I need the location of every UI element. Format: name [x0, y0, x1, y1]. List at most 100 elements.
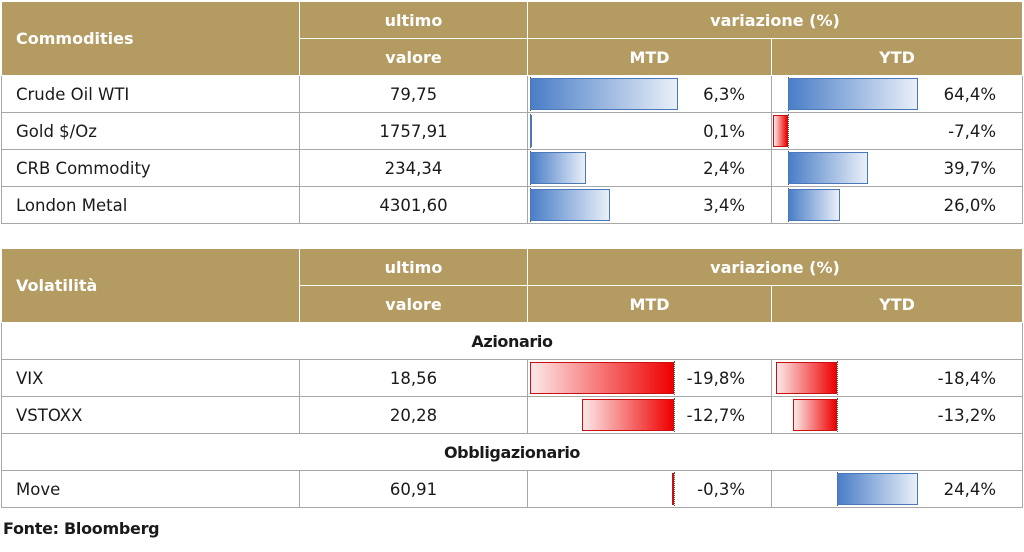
ytd-bar: [776, 362, 837, 394]
row-last-value: 1757,91: [299, 112, 528, 150]
ytd-bar: [793, 399, 837, 431]
mtd-bar-area: [530, 360, 678, 396]
mtd-bar: [581, 399, 674, 431]
table-row: Crude Oil WTI 79,75 6,3% 64,4%: [1, 75, 1023, 113]
mtd-bar-area: [530, 397, 678, 433]
row-label: Move: [1, 470, 300, 508]
ytd-value: -7,4%: [948, 121, 996, 141]
mtd-axis: [674, 398, 675, 432]
table-row: London Metal 4301,60 3,4% 26,0%: [1, 186, 1023, 224]
ytd-bar-area: [774, 187, 922, 223]
row-label: London Metal: [1, 186, 300, 224]
mtd-bar-area: [530, 187, 678, 223]
commodities-table: Commodities ultimo variazione (%) valore…: [1, 1, 1023, 224]
mtd-cell: 3,4%: [527, 186, 772, 224]
mtd-bar-area: [530, 150, 678, 186]
ytd-cell: 39,7%: [771, 149, 1023, 187]
ytd-cell: -18,4%: [771, 359, 1023, 397]
mtd-bar-area: [530, 113, 678, 149]
source-note: Fonte: Bloomberg: [3, 519, 160, 538]
ytd-value: 39,7%: [943, 158, 996, 178]
volatility-title: Volatilità: [1, 248, 300, 323]
ytd-bar: [773, 115, 788, 147]
mtd-cell: 2,4%: [527, 149, 772, 187]
mtd-value: -0,3%: [697, 479, 745, 499]
table-row: CRB Commodity 234,34 2,4% 39,7%: [1, 149, 1023, 187]
row-last-value: 79,75: [299, 75, 528, 113]
row-last-value: 20,28: [299, 396, 528, 434]
row-label: VIX: [1, 359, 300, 397]
col-ytd: YTD: [771, 285, 1023, 323]
table-row: VIX 18,56 -19,8% -18,4%: [1, 359, 1023, 397]
ytd-axis: [837, 398, 838, 432]
ytd-cell: 64,4%: [771, 75, 1023, 113]
commodities-header-row-2: valore MTD YTD: [2, 38, 1023, 76]
commodities-title: Commodities: [1, 1, 300, 76]
col-mtd: MTD: [527, 38, 772, 76]
ytd-cell: 26,0%: [771, 186, 1023, 224]
ytd-bar: [788, 189, 841, 221]
mtd-bar: [530, 78, 678, 110]
volatility-header-row-2: valore MTD YTD: [2, 285, 1023, 323]
mtd-bar: [530, 189, 610, 221]
col-last-line2: valore: [299, 285, 528, 323]
ytd-value: 64,4%: [943, 84, 996, 104]
mtd-bar-area: [530, 76, 678, 112]
mtd-bar: [671, 473, 674, 505]
ytd-axis: [788, 114, 789, 148]
row-last-value: 18,56: [299, 359, 528, 397]
ytd-value: -18,4%: [937, 368, 996, 388]
commodities-header-row-1: Commodities ultimo variazione (%): [1, 1, 1023, 76]
ytd-bar-area: [774, 360, 922, 396]
table-row: Move 60,91 -0,3% 24,4%: [1, 470, 1023, 508]
col-change: variazione (%): [527, 248, 1023, 286]
volatility-table: Volatilità ultimo variazione (%) valore …: [1, 248, 1023, 508]
ytd-bar-area: [774, 397, 922, 433]
ytd-bar: [788, 78, 918, 110]
ytd-bar-area: [774, 150, 922, 186]
mtd-value: 6,3%: [703, 84, 745, 104]
row-last-value: 4301,60: [299, 186, 528, 224]
table-row: Gold $/Oz 1757,91 0,1% -7,4%: [1, 112, 1023, 150]
mtd-axis: [674, 472, 675, 506]
section-row: Obbligazionario: [1, 433, 1023, 471]
row-label: Crude Oil WTI: [1, 75, 300, 113]
ytd-bar: [837, 473, 918, 505]
section-row: Azionario: [1, 322, 1023, 360]
col-last-line1: ultimo: [299, 1, 528, 39]
mtd-cell: 6,3%: [527, 75, 772, 113]
ytd-value: -13,2%: [937, 405, 996, 425]
ytd-cell: 24,4%: [771, 470, 1023, 508]
mtd-bar: [530, 362, 674, 394]
col-ytd: YTD: [771, 38, 1023, 76]
mtd-bar: [530, 152, 587, 184]
row-last-value: 60,91: [299, 470, 528, 508]
table-row: VSTOXX 20,28 -12,7% -13,2%: [1, 396, 1023, 434]
mtd-value: 2,4%: [703, 158, 745, 178]
mtd-cell: -0,3%: [527, 470, 772, 508]
col-change: variazione (%): [527, 1, 1023, 39]
ytd-value: 26,0%: [943, 195, 996, 215]
row-last-value: 234,34: [299, 149, 528, 187]
ytd-axis: [837, 361, 838, 395]
row-label: VSTOXX: [1, 396, 300, 434]
mtd-value: 0,1%: [703, 121, 745, 141]
col-last-line2: valore: [299, 38, 528, 76]
volatility-header-row-1: Volatilità ultimo variazione (%): [1, 248, 1023, 323]
ytd-bar-area: [773, 113, 922, 149]
mtd-axis: [674, 361, 675, 395]
mtd-cell: -19,8%: [527, 359, 772, 397]
mtd-value: -19,8%: [686, 368, 745, 388]
col-last-line1: ultimo: [299, 248, 528, 286]
mtd-cell: 0,1%: [527, 112, 772, 150]
section-title: Obbligazionario: [1, 433, 1023, 471]
ytd-value: 24,4%: [943, 479, 996, 499]
row-label: CRB Commodity: [1, 149, 300, 187]
section-title: Azionario: [1, 322, 1023, 360]
col-mtd: MTD: [527, 285, 772, 323]
mtd-bar-area: [530, 471, 678, 507]
mtd-value: -12,7%: [686, 405, 745, 425]
ytd-bar-area: [774, 76, 922, 112]
ytd-cell: -7,4%: [771, 112, 1023, 150]
ytd-bar-area: [774, 471, 922, 507]
